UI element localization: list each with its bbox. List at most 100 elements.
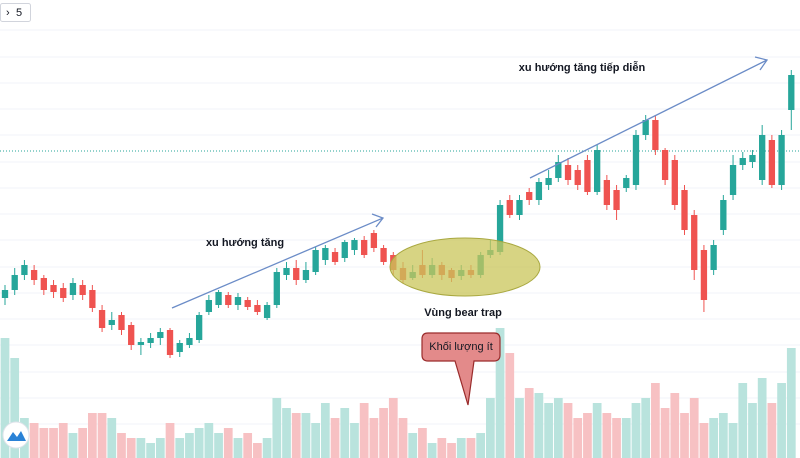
volume-bar bbox=[194, 428, 204, 458]
volume-bar bbox=[592, 403, 602, 458]
candle-body bbox=[244, 300, 251, 307]
candle-body bbox=[768, 140, 776, 185]
candle-body bbox=[788, 75, 795, 110]
interval-button[interactable]: › 5 bbox=[0, 3, 31, 22]
candle-body bbox=[341, 242, 348, 258]
candle-body bbox=[322, 248, 329, 260]
volume-bar bbox=[408, 433, 418, 458]
candle-body bbox=[166, 330, 174, 355]
candle-body bbox=[545, 178, 552, 185]
candle-body bbox=[584, 160, 591, 192]
candle-body bbox=[671, 160, 678, 205]
volume-bar bbox=[155, 438, 165, 458]
annotation: Khối lượng ít bbox=[429, 341, 493, 353]
volume-bar bbox=[291, 413, 301, 458]
volume-bar bbox=[29, 423, 39, 458]
volume-bar bbox=[456, 438, 466, 458]
candle-body bbox=[50, 285, 57, 292]
candle-body bbox=[69, 283, 77, 295]
candle-body bbox=[603, 180, 611, 205]
volume-bar bbox=[505, 353, 515, 458]
candle-layer bbox=[1, 70, 795, 358]
candle-body bbox=[215, 292, 222, 305]
volume-bar bbox=[495, 328, 505, 458]
volume-bar bbox=[49, 428, 58, 458]
volume-bar bbox=[602, 413, 612, 458]
candle-body bbox=[312, 250, 319, 272]
volume-bar bbox=[563, 403, 573, 458]
candle-body bbox=[79, 285, 86, 295]
callout: Khối lượng ít bbox=[421, 332, 501, 406]
candle-body bbox=[749, 155, 756, 162]
volume-bar bbox=[175, 438, 185, 458]
volume-bar bbox=[146, 443, 155, 458]
candle-body bbox=[496, 205, 504, 252]
volume-bar bbox=[243, 433, 253, 458]
volume-bar bbox=[748, 403, 757, 458]
candle-body bbox=[108, 320, 115, 325]
volume-bar bbox=[369, 418, 379, 458]
candle-body bbox=[535, 182, 543, 200]
volume-bar bbox=[680, 413, 689, 458]
volume-bar bbox=[757, 378, 767, 458]
candle-body bbox=[681, 190, 688, 230]
volume-bar bbox=[709, 418, 719, 458]
volume-bar bbox=[350, 423, 359, 458]
candle-body bbox=[613, 190, 620, 210]
candle-body bbox=[273, 272, 280, 305]
candle-body bbox=[118, 315, 125, 330]
volume-bar bbox=[253, 443, 262, 458]
candle-body bbox=[293, 268, 300, 280]
volume-bar bbox=[437, 438, 447, 458]
candle-body bbox=[60, 288, 67, 298]
volume-bar bbox=[39, 428, 49, 458]
volume-bar bbox=[320, 403, 330, 458]
volume-bar bbox=[447, 443, 456, 458]
volume-bar bbox=[78, 428, 88, 458]
logo bbox=[2, 421, 30, 449]
volume-bar bbox=[388, 398, 398, 458]
volume-bar bbox=[272, 398, 282, 458]
candle-body bbox=[370, 233, 378, 248]
candle-body bbox=[506, 200, 513, 215]
volume-bar bbox=[728, 423, 738, 458]
candle-body bbox=[205, 300, 213, 312]
candle-body bbox=[128, 325, 135, 345]
candle-body bbox=[700, 250, 708, 300]
candle-body bbox=[778, 135, 785, 185]
volume-bar bbox=[777, 383, 786, 458]
candle-body bbox=[186, 338, 193, 345]
candle-body bbox=[331, 252, 339, 262]
volume-bar bbox=[612, 418, 621, 458]
candle-body bbox=[225, 295, 232, 305]
candle-body bbox=[254, 305, 261, 312]
trend-arrows bbox=[171, 56, 769, 309]
bear-trap-zone bbox=[389, 237, 541, 297]
volume-bar bbox=[583, 413, 592, 458]
volume-layer bbox=[0, 328, 796, 458]
candle-body bbox=[555, 162, 562, 178]
volume-bar bbox=[631, 403, 641, 458]
candle-body bbox=[157, 332, 164, 338]
candle-body bbox=[759, 135, 766, 180]
volume-bar bbox=[660, 408, 670, 458]
volume-bar bbox=[282, 408, 291, 458]
candle-body bbox=[652, 120, 659, 150]
interval-label: 5 bbox=[16, 7, 22, 19]
volume-bar bbox=[524, 388, 534, 458]
candle-body bbox=[516, 200, 523, 215]
volume-bar bbox=[97, 413, 107, 458]
volume-bar bbox=[301, 413, 311, 458]
candle-body bbox=[137, 342, 145, 345]
annotation: xu hướng tăng tiếp diễn bbox=[519, 61, 646, 74]
volume-bar bbox=[311, 423, 321, 458]
candle-body bbox=[691, 215, 698, 270]
volume-bar bbox=[10, 358, 20, 458]
volume-bar bbox=[262, 438, 272, 458]
candle-body bbox=[302, 270, 310, 280]
candle-body bbox=[632, 135, 640, 185]
background-grid bbox=[0, 29, 800, 425]
candle-body bbox=[661, 150, 669, 180]
candle-body bbox=[351, 240, 358, 250]
